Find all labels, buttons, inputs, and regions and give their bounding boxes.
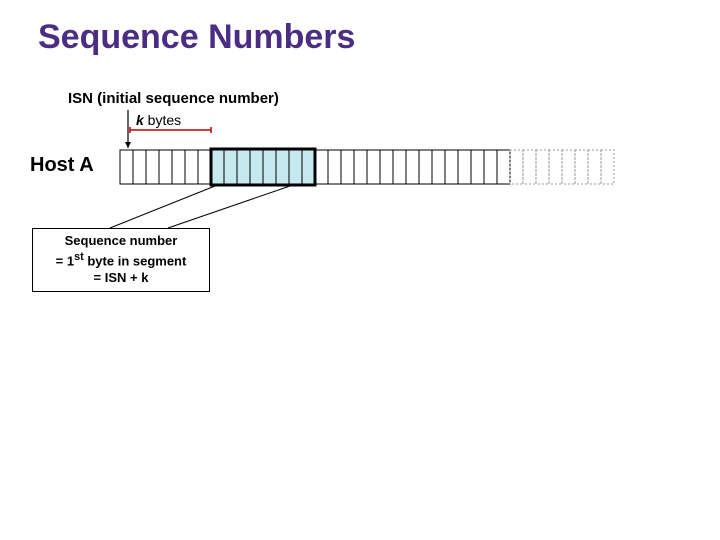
k-bytes-label: k bytes bbox=[136, 112, 181, 128]
sequence-number-annotation: Sequence number= 1st byte in segment= IS… bbox=[32, 228, 210, 292]
isn-label: ISN (initial sequence number) bbox=[68, 90, 279, 107]
page-title: Sequence Numbers bbox=[38, 18, 355, 57]
host-a-label: Host A bbox=[30, 154, 94, 177]
